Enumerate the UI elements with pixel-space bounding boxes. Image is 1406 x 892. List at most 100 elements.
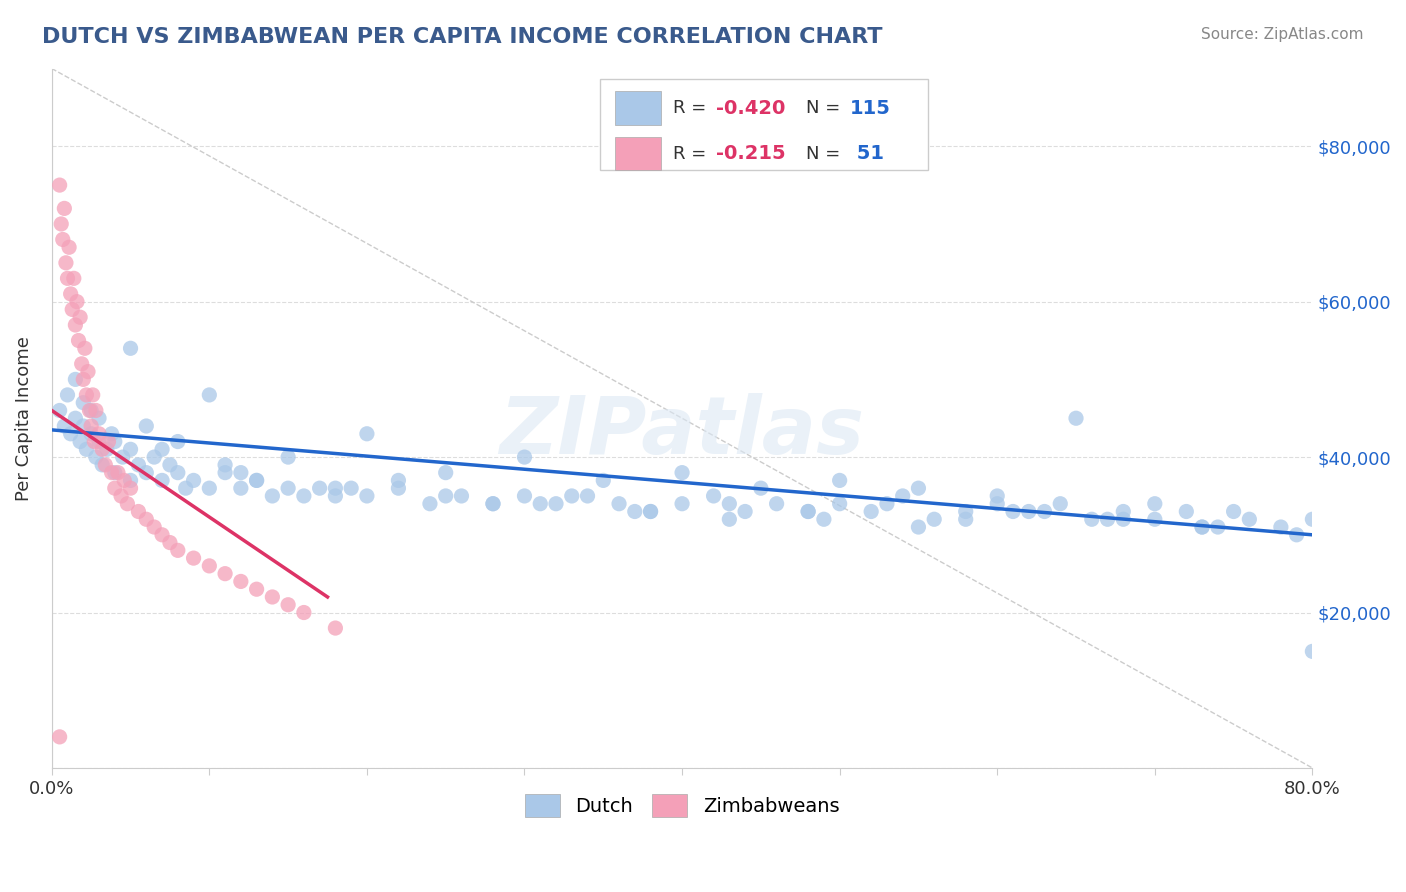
Point: [60, 302, 83, 317]
Point: [340, 481, 363, 495]
Point: [277, 481, 299, 495]
Point: [166, 543, 188, 558]
Point: [1112, 504, 1135, 518]
Point: [277, 450, 299, 464]
Point: [120, 481, 142, 495]
Point: [986, 489, 1008, 503]
Point: [82, 388, 104, 402]
Point: [246, 474, 269, 488]
Point: [325, 621, 347, 635]
Point: [120, 341, 142, 355]
Point: [907, 481, 929, 495]
Point: [229, 466, 252, 480]
Point: [166, 466, 188, 480]
Point: [166, 434, 188, 449]
Point: [229, 481, 252, 495]
Point: [1222, 504, 1244, 518]
Point: [66, 294, 89, 309]
Point: [229, 574, 252, 589]
Point: [72, 419, 94, 434]
FancyBboxPatch shape: [600, 79, 928, 170]
Point: [183, 474, 205, 488]
Point: [718, 512, 741, 526]
Point: [80, 426, 103, 441]
Point: [87, 426, 110, 441]
Point: [419, 497, 441, 511]
Point: [62, 271, 84, 285]
Point: [828, 474, 851, 488]
Point: [174, 481, 197, 495]
Point: [544, 497, 567, 511]
Point: [1112, 512, 1135, 526]
Text: DUTCH VS ZIMBABWEAN PER CAPITA INCOME CORRELATION CHART: DUTCH VS ZIMBABWEAN PER CAPITA INCOME CO…: [42, 27, 883, 46]
Point: [150, 528, 173, 542]
Text: N =: N =: [806, 99, 845, 117]
Point: [48, 178, 70, 193]
Point: [84, 450, 107, 464]
Point: [56, 271, 79, 285]
Point: [135, 466, 157, 480]
Point: [79, 403, 101, 417]
Point: [104, 466, 127, 480]
Point: [59, 286, 82, 301]
Text: -0.420: -0.420: [716, 99, 786, 118]
Point: [703, 489, 725, 503]
Point: [143, 520, 166, 534]
Point: [1064, 411, 1087, 425]
Point: [1270, 520, 1292, 534]
Point: [1301, 512, 1323, 526]
Point: [72, 372, 94, 386]
Point: [94, 458, 117, 472]
Point: [325, 489, 347, 503]
Point: [150, 442, 173, 457]
Text: R =: R =: [673, 99, 713, 117]
Point: [718, 497, 741, 511]
Point: [891, 489, 914, 503]
Point: [110, 489, 132, 503]
Point: [91, 458, 114, 472]
Point: [83, 434, 105, 449]
Point: [127, 504, 149, 518]
Point: [576, 489, 599, 503]
Legend: Dutch, Zimbabweans: Dutch, Zimbabweans: [517, 787, 848, 825]
Point: [65, 372, 87, 386]
Point: [1018, 504, 1040, 518]
Point: [58, 240, 80, 254]
Point: [749, 481, 772, 495]
Point: [75, 442, 97, 457]
Point: [797, 504, 820, 518]
Text: 115: 115: [849, 99, 890, 118]
Point: [183, 551, 205, 566]
Point: [513, 489, 536, 503]
Point: [59, 426, 82, 441]
Point: [104, 481, 127, 495]
Point: [1049, 497, 1071, 511]
Point: [214, 458, 236, 472]
Point: [292, 489, 315, 503]
Point: [111, 450, 134, 464]
Point: [87, 434, 110, 449]
Point: [159, 535, 181, 549]
Point: [117, 497, 139, 511]
Point: [434, 489, 457, 503]
Point: [77, 365, 100, 379]
Point: [87, 411, 110, 425]
Point: [356, 426, 378, 441]
Text: ZIPatlas: ZIPatlas: [499, 393, 865, 471]
Point: [48, 403, 70, 417]
Point: [135, 512, 157, 526]
Point: [513, 450, 536, 464]
Point: [84, 403, 107, 417]
Point: [1239, 512, 1261, 526]
FancyBboxPatch shape: [616, 136, 661, 170]
Point: [592, 474, 614, 488]
Text: 51: 51: [849, 145, 884, 163]
Point: [56, 388, 79, 402]
Point: [860, 504, 883, 518]
Point: [482, 497, 505, 511]
Point: [75, 388, 97, 402]
Text: Source: ZipAtlas.com: Source: ZipAtlas.com: [1201, 27, 1364, 42]
Point: [876, 497, 898, 511]
Point: [91, 442, 114, 457]
Point: [907, 520, 929, 534]
